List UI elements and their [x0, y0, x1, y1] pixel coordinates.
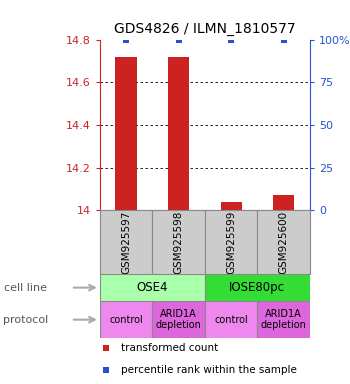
Bar: [257, 210, 310, 274]
Bar: [220, 202, 241, 210]
Bar: [273, 195, 294, 210]
Point: [103, 367, 109, 373]
Bar: [257, 301, 310, 338]
Text: protocol: protocol: [4, 314, 49, 325]
Title: GDS4826 / ILMN_1810577: GDS4826 / ILMN_1810577: [114, 22, 295, 36]
Text: percentile rank within the sample: percentile rank within the sample: [121, 365, 297, 375]
Text: control: control: [109, 314, 143, 325]
Text: IOSE80pc: IOSE80pc: [229, 281, 285, 294]
Bar: [168, 56, 189, 210]
Bar: [205, 301, 257, 338]
Text: GSM925599: GSM925599: [226, 210, 236, 274]
Bar: [116, 56, 136, 210]
Text: ARID1A
depletion: ARID1A depletion: [260, 309, 307, 331]
Bar: [152, 301, 205, 338]
Bar: [205, 274, 310, 301]
Point: [176, 36, 181, 43]
Text: GSM925600: GSM925600: [279, 210, 288, 274]
Text: cell line: cell line: [4, 283, 47, 293]
Text: ARID1A
depletion: ARID1A depletion: [155, 309, 202, 331]
Point: [281, 36, 286, 43]
Point: [228, 36, 234, 43]
Point: [103, 344, 109, 351]
Point: [123, 36, 129, 43]
Text: control: control: [214, 314, 248, 325]
Text: GSM925598: GSM925598: [174, 210, 183, 274]
Bar: [205, 210, 257, 274]
Bar: [100, 210, 152, 274]
Bar: [100, 274, 205, 301]
Text: GSM925597: GSM925597: [121, 210, 131, 274]
Bar: [152, 210, 205, 274]
Text: OSE4: OSE4: [136, 281, 168, 294]
Bar: [100, 301, 152, 338]
Text: transformed count: transformed count: [121, 343, 218, 353]
